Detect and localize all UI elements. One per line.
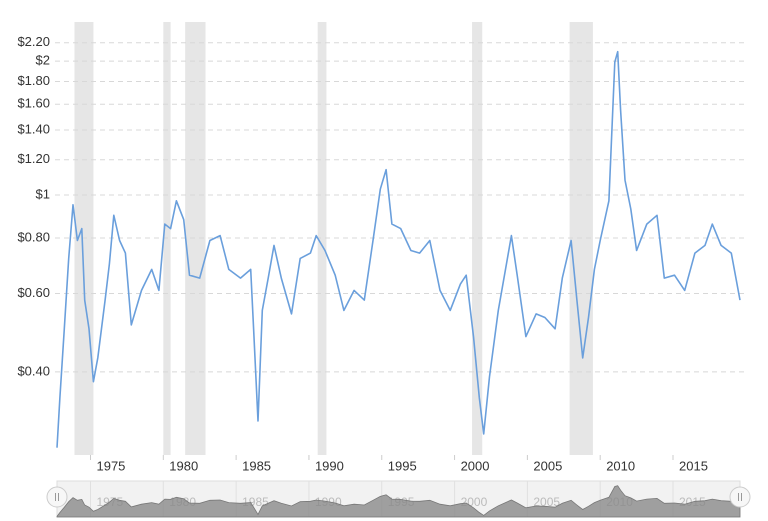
y-tick-label: $0.40 [17, 363, 50, 378]
x-tick-label: 2000 [461, 458, 490, 473]
y-tick-label: $2.20 [17, 34, 50, 49]
recession-band [317, 22, 327, 455]
y-tick-label: $1.20 [17, 151, 50, 166]
navigator-label: 2005 [533, 495, 560, 509]
x-tick-label: 1980 [169, 458, 198, 473]
y-tick-label: $1.40 [17, 121, 50, 136]
x-tick-label: 2015 [679, 458, 708, 473]
y-tick-label: $0.60 [17, 285, 50, 300]
plot: $0.40 $0.60 $0.80 $1 $1.20 $1.40 $1.60 $1.80 $2 $… [17, 34, 741, 473]
recession-band [472, 22, 483, 455]
navigator-handle[interactable] [46, 486, 68, 508]
navigator-area [56, 485, 741, 518]
navigator-handle[interactable] [729, 486, 751, 508]
y-tick-label: $1 [36, 186, 50, 201]
y-tick-label: $1.80 [17, 73, 50, 88]
x-tick-label: 1995 [388, 458, 417, 473]
y-tick-label: $0.80 [17, 229, 50, 244]
y-tick-label: $1.60 [17, 96, 50, 111]
x-tick-label: 2005 [533, 458, 562, 473]
x-tick-label: 1990 [315, 458, 344, 473]
grid [55, 42, 745, 373]
price-line [56, 50, 741, 448]
x-tick-label: 1985 [242, 458, 271, 473]
y-tick-label: $2 [36, 53, 50, 68]
x-tick-label: 2010 [606, 458, 635, 473]
x-tick-label: 1975 [96, 458, 125, 473]
